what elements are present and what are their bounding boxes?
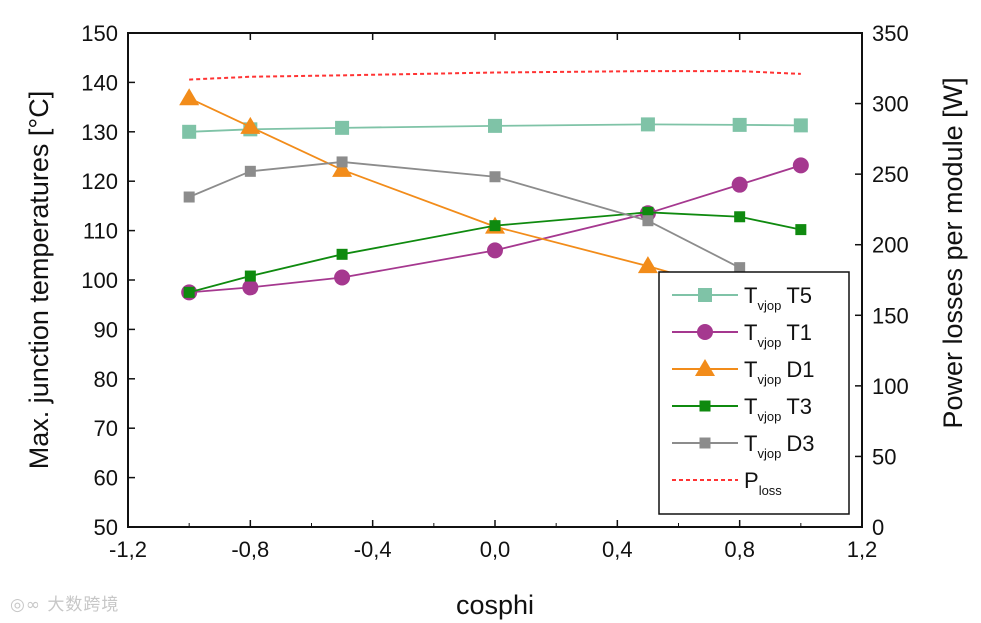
- data-point-D1: [332, 159, 353, 177]
- series-line-Ploss: [189, 70, 801, 81]
- legend: Tvjop T5 Tvjop T1 Tvjop D1 Tvjop T3 Tvjop D3 Ploss: [658, 271, 850, 515]
- data-point-T5: [488, 118, 502, 133]
- y-left-tick-label: 130: [81, 120, 118, 145]
- legend-label: Tvjop T5: [744, 283, 812, 313]
- data-point-T5: [732, 117, 747, 132]
- y-right-tick-label: 200: [872, 233, 909, 258]
- data-point-T1: [334, 269, 351, 286]
- series-D1: [179, 88, 750, 300]
- y-left-tick-label: 60: [94, 466, 118, 491]
- series-line-D1: [188, 97, 740, 294]
- data-point-T5: [335, 120, 350, 135]
- legend-label: Tvjop D1: [744, 357, 814, 387]
- y-left-tick-label: 70: [94, 416, 118, 441]
- y-left-tick-label: 150: [81, 21, 118, 46]
- y-right-tick-label: 100: [872, 374, 909, 399]
- legend-marker: [699, 400, 711, 412]
- x-axis-title: cosphi: [456, 590, 534, 620]
- legend-marker: [699, 437, 711, 449]
- series-line-D3: [188, 161, 741, 269]
- legend-label: Tvjop T1: [744, 320, 812, 350]
- y-right-tick-label: 250: [872, 162, 909, 187]
- legend-label: Tvjop T3: [744, 394, 812, 424]
- data-point-T1: [487, 242, 503, 259]
- data-point-T3: [244, 270, 256, 282]
- y-left-tick-label: 100: [81, 268, 118, 293]
- legend-entry-D3: Tvjop D3: [672, 431, 814, 461]
- series-Ploss: [189, 70, 801, 81]
- y-right-tick-label: 0: [872, 515, 884, 540]
- legend-marker: [698, 288, 712, 302]
- x-axis: -1,2 -0,8 -0,4 0,0 0,4 0,8 1,2: [109, 33, 877, 562]
- y-right-tick-label: 350: [872, 21, 909, 46]
- data-point-D1: [637, 256, 658, 274]
- legend-marker: [697, 324, 713, 340]
- legend-entry-Ploss: Ploss: [672, 468, 782, 498]
- data-point-T3: [489, 220, 501, 232]
- data-point-T5: [640, 117, 655, 132]
- data-point-D3: [183, 191, 195, 203]
- data-point-D3: [642, 215, 654, 227]
- data-point-T1: [242, 279, 259, 296]
- data-point-T3: [734, 211, 746, 223]
- legend-marker: [695, 359, 715, 376]
- watermark-logo-icon: ◎∞: [10, 595, 41, 615]
- y-axis-right: 0 50 100 150 200 250 300 350: [855, 21, 909, 540]
- data-point-D3: [336, 156, 348, 168]
- data-point-T1: [792, 157, 809, 174]
- series-D3: [183, 156, 746, 274]
- x-tick-label: 0,0: [480, 537, 511, 562]
- legend-label: Ploss: [744, 468, 782, 498]
- legend-box: [658, 271, 850, 515]
- watermark-text: 大数跨境: [47, 595, 120, 615]
- data-point-T5: [182, 124, 197, 139]
- data-point-D1: [179, 88, 200, 106]
- x-tick-label: -1,2: [109, 537, 147, 562]
- y-left-tick-label: 120: [81, 169, 118, 194]
- x-tick-label: 0,4: [602, 537, 633, 562]
- y-left-tick-label: 80: [94, 367, 118, 392]
- y-left-tick-label: 140: [81, 70, 118, 95]
- series-layer: [179, 70, 809, 301]
- x-tick-label: 0,8: [724, 537, 755, 562]
- data-point-T3: [642, 206, 654, 218]
- legend-entry-D1: Tvjop D1: [672, 357, 814, 387]
- data-point-T3: [795, 224, 807, 236]
- y-axis-left-title: Max. junction temperatures [°C]: [24, 91, 54, 469]
- watermark: ◎∞ 大数跨境: [10, 590, 119, 615]
- data-point-T3: [336, 248, 348, 260]
- y-right-tick-label: 300: [872, 92, 909, 117]
- data-point-T1: [731, 176, 748, 193]
- series-T3: [183, 206, 807, 298]
- y-left-tick-label: 50: [94, 515, 118, 540]
- x-tick-label: -0,4: [354, 537, 392, 562]
- data-point-D3: [734, 262, 746, 274]
- y-axis-left: 50 60 70 80 90 100 110 120 130 140 150: [81, 21, 135, 540]
- legend-entry-T3: Tvjop T3: [672, 394, 812, 424]
- x-tick-label: 1,2: [847, 537, 878, 562]
- legend-entry-T1: Tvjop T1: [672, 320, 812, 350]
- legend-label: Tvjop D3: [744, 431, 814, 461]
- data-point-T3: [183, 286, 195, 298]
- legend-entry-T5: Tvjop T5: [672, 283, 812, 313]
- y-right-tick-label: 150: [872, 303, 909, 328]
- x-tick-label: -0,8: [231, 537, 269, 562]
- y-left-tick-label: 90: [94, 317, 118, 342]
- data-point-D3: [244, 165, 256, 177]
- y-right-tick-label: 50: [872, 444, 896, 469]
- data-point-T5: [793, 118, 808, 133]
- series-T5: [182, 117, 808, 139]
- data-point-D1: [240, 116, 261, 134]
- y-left-tick-label: 110: [83, 219, 118, 244]
- data-point-D3: [489, 171, 501, 183]
- y-axis-right-title: Power losses per module [W]: [938, 77, 968, 428]
